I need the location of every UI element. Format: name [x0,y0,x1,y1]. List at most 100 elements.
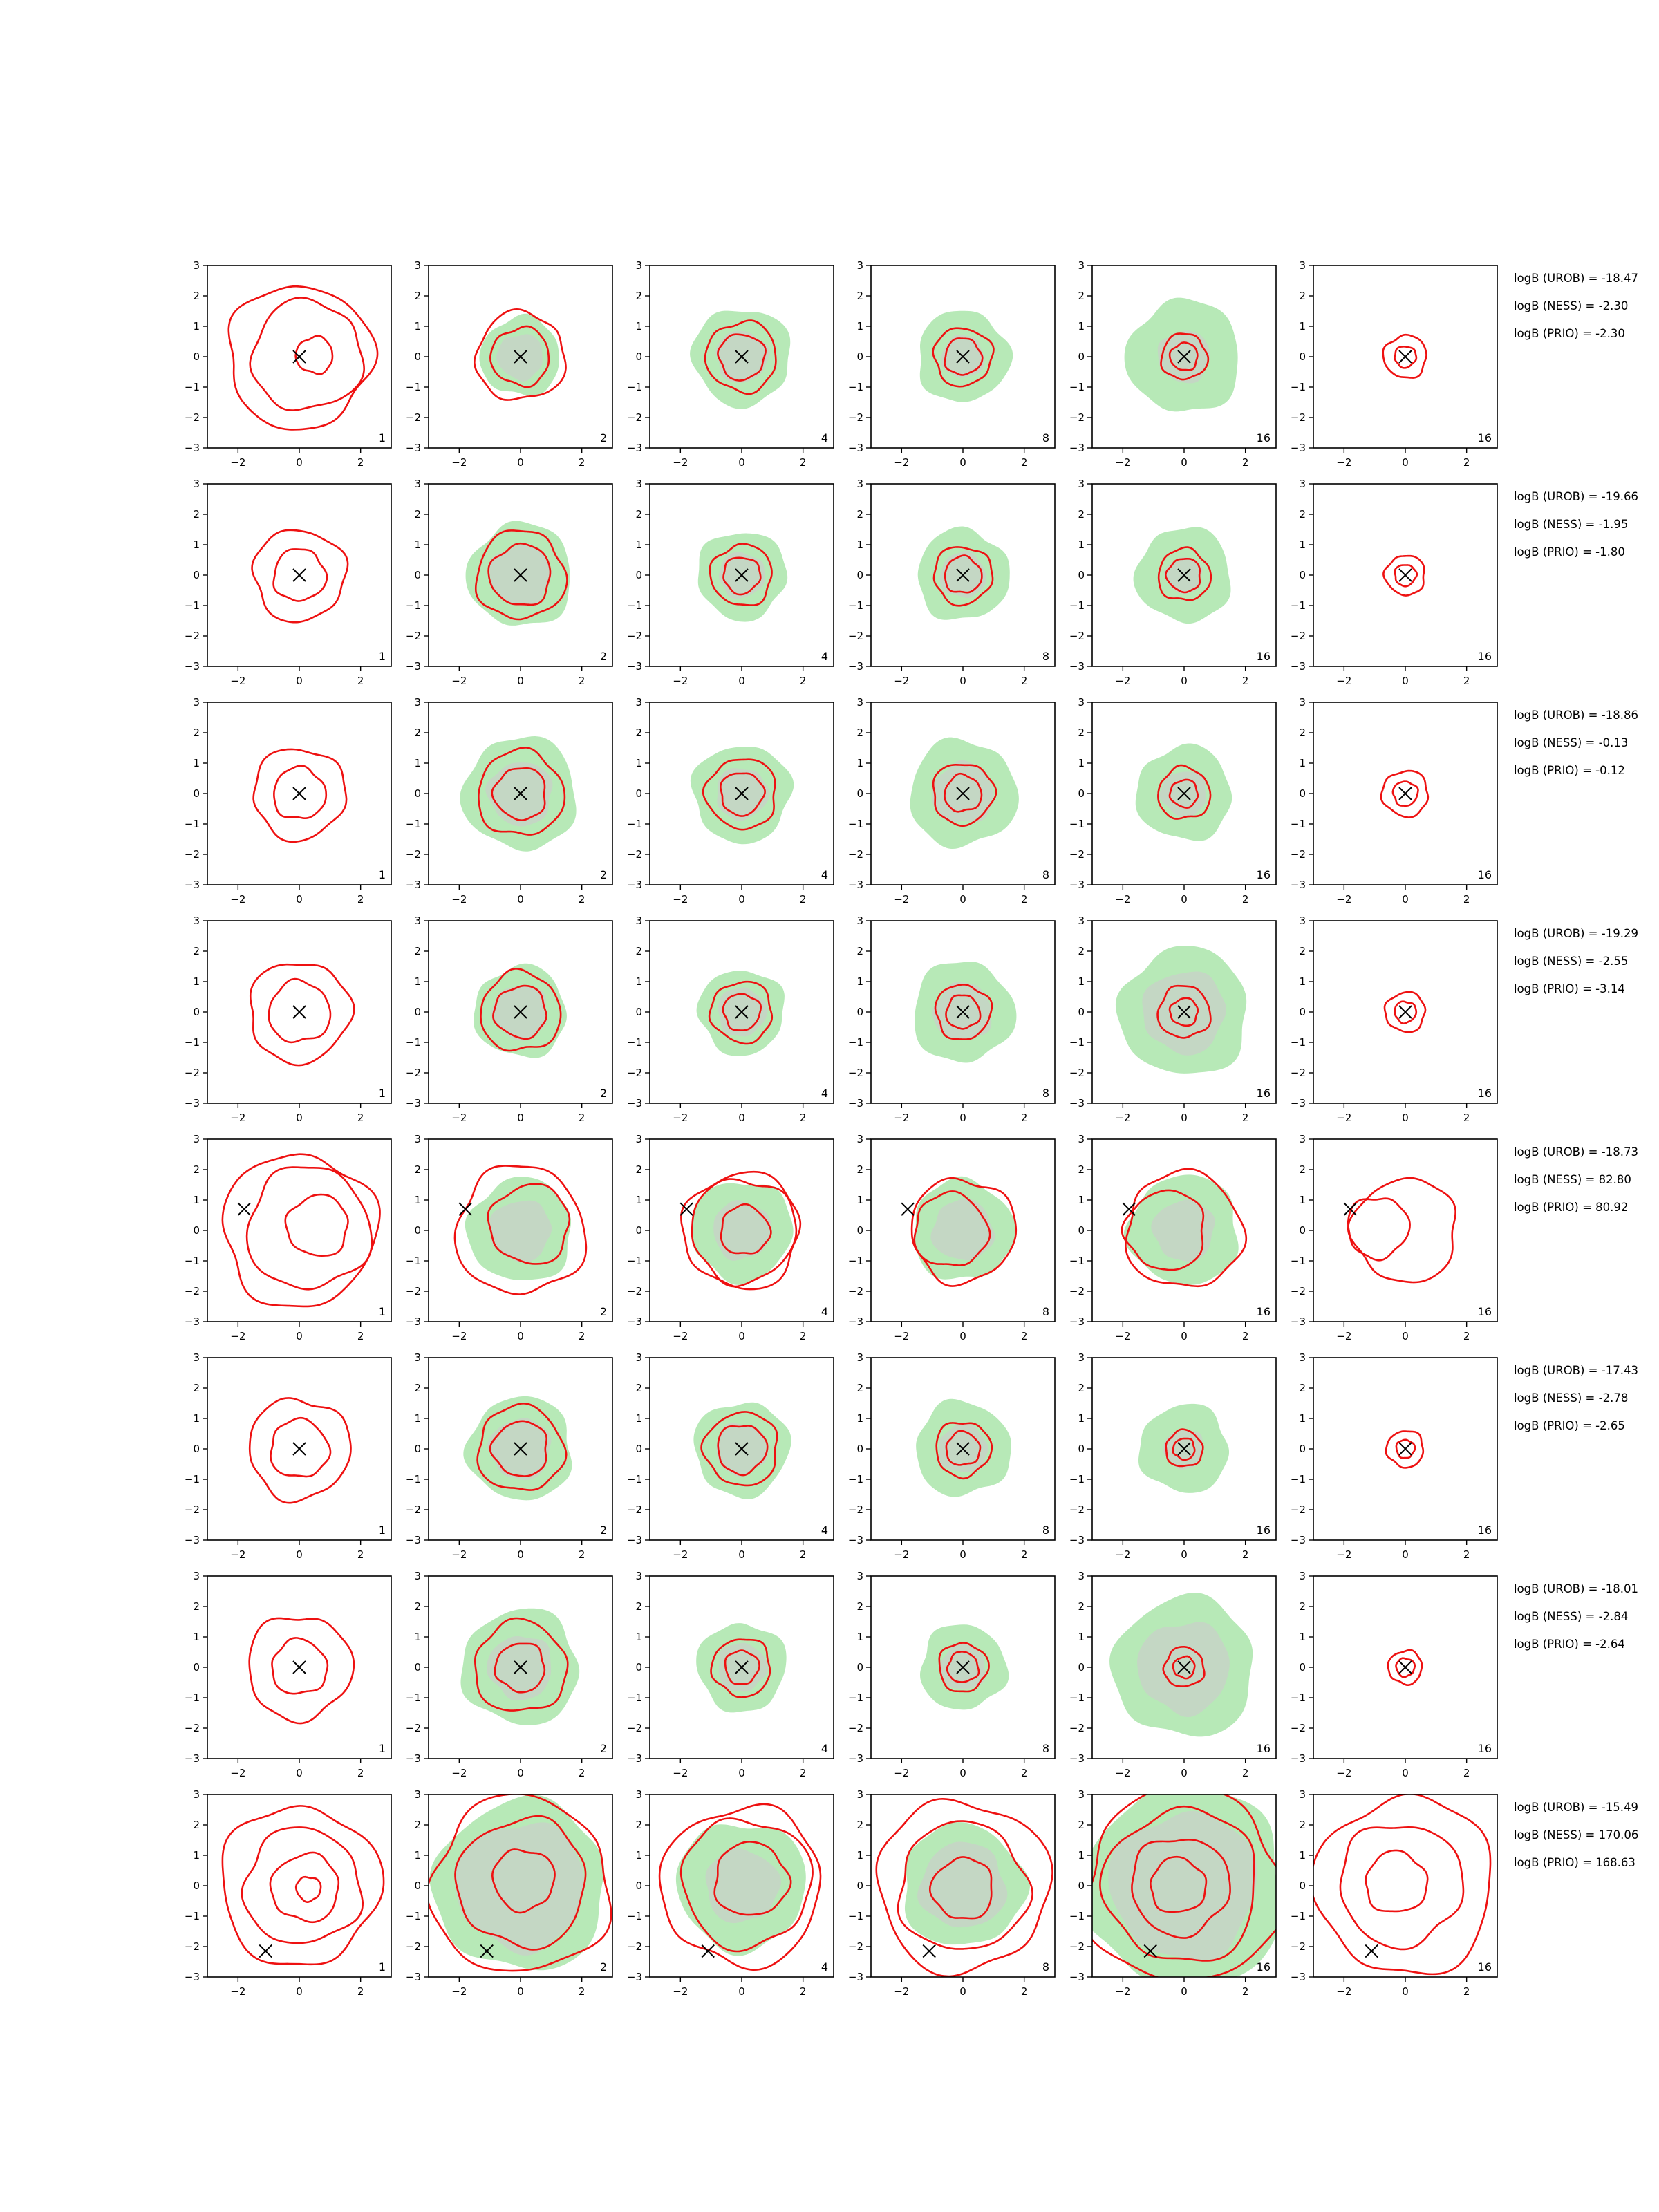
x-tick-label: 2 [579,675,585,687]
y-tick-label: −1 [1291,599,1306,612]
contour-line [1347,1177,1456,1284]
x-tick-label: 0 [738,675,745,687]
y-tick-label: 1 [414,538,421,551]
y-tick-label: −2 [1291,630,1306,642]
x-tick-label: −2 [230,1330,245,1342]
panel-r7-c2: −2 0 2 −3 −2 −1 0 1 2 3 2 [406,1570,613,1779]
y-tick-label: −1 [1291,1691,1306,1704]
y-tick-label: −1 [1069,1255,1085,1267]
true-param-marker [922,1944,936,1958]
y-tick-label: −3 [1069,1097,1085,1109]
y-tick-label: −2 [406,1067,421,1079]
logb-note: logB (UROB) = -17.43 [1514,1364,1638,1377]
y-tick-label: 0 [1078,1224,1085,1237]
y-tick-label: 2 [414,727,421,739]
y-tick-label: 2 [1078,945,1085,957]
y-tick-label: −1 [848,599,863,612]
y-tick-label: −2 [185,1067,200,1079]
panel-r5-c6: −2 0 2 −3 −2 −1 0 1 2 3 16 [1291,1133,1498,1342]
plot-area [460,1608,580,1725]
y-tick-label: −3 [185,1097,200,1109]
y-tick-label: −1 [1291,381,1306,393]
x-tick-label: 2 [357,1112,364,1124]
density-fill-inner [705,1848,782,1924]
y-tick-label: 2 [635,1819,642,1831]
plot-area [901,1176,1018,1287]
y-tick-label: −2 [627,630,642,642]
contour-line [489,325,550,388]
y-tick-label: −2 [185,630,200,642]
plot-area [465,521,570,626]
y-tick-label: −3 [1291,1534,1306,1546]
y-tick-label: 0 [1078,1880,1085,1892]
y-tick-label: 1 [856,757,863,769]
x-tick-label: 2 [579,893,585,906]
y-tick-label: 2 [1299,1600,1306,1613]
x-tick-label: −2 [894,675,909,687]
panel-label: 16 [1257,431,1271,444]
y-tick-label: 0 [635,1006,642,1018]
y-tick-label: 1 [635,538,642,551]
panel-r8-c6: −2 0 2 −3 −2 −1 0 1 2 3 16 [1291,1788,1498,1998]
y-tick-label: 0 [856,1443,863,1455]
logb-note: logB (UROB) = -18.01 [1514,1582,1638,1595]
contour-line [1164,557,1201,594]
panel-r5-c3: −2 0 2 −3 −2 −1 0 1 2 3 4 [627,1133,834,1342]
y-tick-label: −2 [848,848,863,861]
contour-line [491,1848,556,1914]
x-tick-label: 2 [1021,1330,1028,1342]
y-tick-label: −3 [1069,1971,1085,1983]
x-tick-label: 0 [959,675,966,687]
x-tick-label: −2 [673,1985,688,1998]
plot-area [248,1397,352,1504]
logb-note: logB (PRIO) = -3.14 [1514,982,1625,995]
x-tick-label: −2 [230,1112,245,1124]
true-param-marker [259,1944,272,1958]
y-tick-label: −2 [848,1285,863,1297]
x-tick-label: 2 [1242,1985,1249,1998]
x-tick-label: 0 [959,893,966,906]
contour-line [453,1165,588,1295]
y-tick-label: 0 [1299,1006,1306,1018]
panel-label: 16 [1478,1087,1492,1100]
y-tick-label: −3 [848,1971,863,1983]
y-tick-label: 3 [856,478,863,490]
y-tick-label: −1 [627,381,642,393]
y-tick-label: −1 [627,1036,642,1049]
x-tick-label: 2 [1463,1767,1470,1779]
x-tick-label: −2 [894,1548,909,1561]
x-tick-label: 2 [357,675,364,687]
true-param-marker [514,1660,527,1674]
y-tick-label: −3 [1291,1097,1306,1109]
true-param-marker [514,568,527,582]
panel-label: 8 [1042,1742,1049,1755]
panel-label: 1 [379,1960,386,1974]
plot-area [1135,743,1232,841]
y-tick-label: 1 [1299,975,1306,988]
panel-r4-c5: −2 0 2 −3 −2 −1 0 1 2 3 16 [1069,915,1277,1124]
x-tick-label: 2 [800,893,807,906]
y-tick-label: −2 [1291,411,1306,424]
panel-label: 16 [1257,1087,1271,1100]
y-tick-label: 2 [1299,727,1306,739]
y-tick-label: 0 [635,1443,642,1455]
plot-area [460,736,577,852]
contour-line [704,319,777,395]
y-tick-label: 2 [193,945,200,957]
panel-r3-c3: −2 0 2 −3 −2 −1 0 1 2 3 4 [627,696,834,906]
x-tick-label: −2 [894,1112,909,1124]
y-tick-label: 0 [414,1661,421,1674]
y-tick-label: 1 [1078,757,1085,769]
y-tick-label: −2 [1291,1722,1306,1734]
y-tick-label: 2 [1078,1163,1085,1176]
contour-line [708,980,774,1045]
y-tick-label: −2 [848,411,863,424]
y-tick-label: −1 [1291,1910,1306,1922]
true-param-marker [735,787,749,800]
plot-area [696,971,785,1056]
y-tick-label: −2 [406,1285,421,1297]
y-tick-label: 1 [414,1194,421,1206]
y-tick-label: 0 [856,1006,863,1018]
true-param-marker [735,568,749,582]
contour-line [702,758,776,831]
